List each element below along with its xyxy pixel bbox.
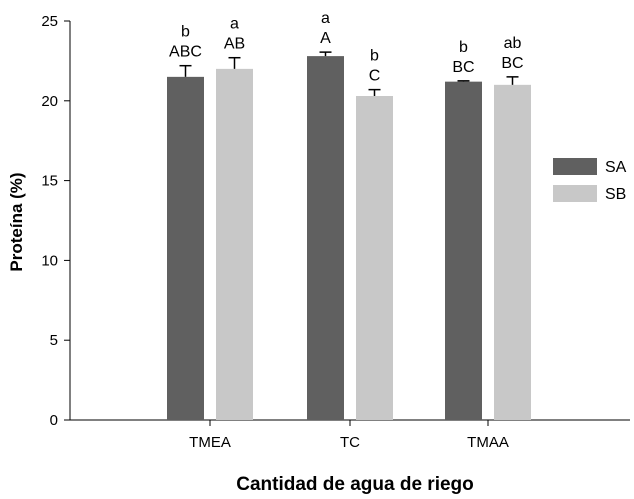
bar-sb-tc xyxy=(356,96,393,421)
y-tick-label-1: 5 xyxy=(50,332,58,349)
bar-letters-sb-tmea: AB xyxy=(224,36,245,53)
bar-sa-tmea xyxy=(167,76,204,421)
x-tick-label-tc: TC xyxy=(340,434,360,451)
bar-sb-tmaa xyxy=(494,84,531,420)
y-tick-label-0: 0 xyxy=(50,412,58,429)
y-tick-label-3: 15 xyxy=(41,173,58,190)
bar-letters-sb-tc: C xyxy=(369,68,381,85)
bar-sb-tmea xyxy=(216,68,253,420)
y-tick-label-2: 10 xyxy=(41,252,58,269)
x-tick-label-tmea: TMEA xyxy=(189,434,231,451)
legend-label-sb: SB xyxy=(605,186,626,203)
y-tick-label-5: 25 xyxy=(41,13,58,30)
legend-swatch-sa xyxy=(553,158,597,175)
y-axis-title: Proteína (%) xyxy=(7,172,26,271)
legend-swatch-sb xyxy=(553,185,597,202)
bar-letters-sa-tmea: ABC xyxy=(169,44,202,61)
x-axis: TMEA TC TMAA xyxy=(70,419,630,451)
bar-letter-top-sa-tc: a xyxy=(321,10,330,27)
bar-letter-top-sa-tmaa: b xyxy=(459,39,468,56)
bar-letters-sb-tmaa: BC xyxy=(501,55,523,72)
x-tick-label-tmaa: TMAA xyxy=(467,434,509,451)
bar-letters-sa-tc: A xyxy=(320,30,331,47)
bar-letter-top-sa-tmea: b xyxy=(181,24,190,41)
bar-letter-top-sb-tmaa: ab xyxy=(504,35,522,52)
bar-letter-top-sb-tc: b xyxy=(370,48,379,65)
legend: SA SB xyxy=(553,158,627,203)
x-axis-title: Cantidad de agua de riego xyxy=(236,474,474,495)
bar-letter-top-sb-tmea: a xyxy=(230,16,239,33)
bar-letters-sa-tmaa: BC xyxy=(452,59,474,76)
bar-sa-tmaa xyxy=(445,81,482,420)
bar-sa-tc xyxy=(307,56,344,420)
y-axis: 0 5 10 15 20 25 xyxy=(41,13,71,429)
y-tick-label-4: 20 xyxy=(41,93,58,110)
legend-label-sa: SA xyxy=(605,159,627,176)
